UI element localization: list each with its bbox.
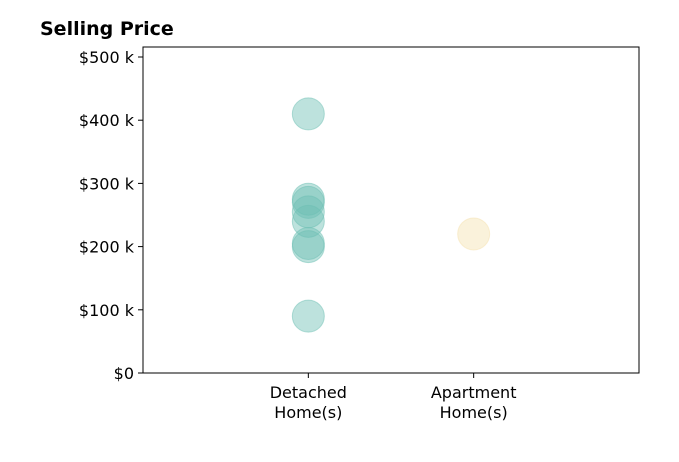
data-point	[457, 217, 491, 251]
x-tick-label: Home(s)	[440, 403, 508, 422]
x-tick-label: Home(s)	[274, 403, 342, 422]
y-tick-label: $500 k	[79, 48, 135, 67]
data-point	[291, 97, 325, 131]
y-tick-label: $300 k	[79, 174, 135, 193]
y-tick-label: $400 k	[79, 111, 135, 130]
y-tick-label: $0	[114, 364, 134, 383]
x-tick-label: Apartment	[431, 383, 517, 402]
data-points	[291, 97, 491, 333]
y-axis: $0 $100 k $200 k $300 k $400 k $500 k	[79, 48, 143, 383]
y-tick-label: $100 k	[79, 301, 135, 320]
data-point	[291, 299, 325, 333]
chart-title: Selling Price	[40, 18, 174, 40]
plot-area	[142, 46, 640, 374]
x-tick-label: Detached	[270, 383, 347, 402]
data-point	[291, 230, 325, 264]
y-tick-label: $200 k	[79, 238, 135, 257]
data-point	[291, 185, 325, 219]
